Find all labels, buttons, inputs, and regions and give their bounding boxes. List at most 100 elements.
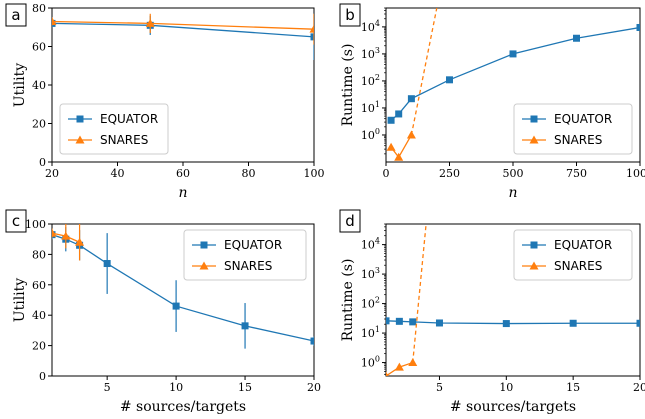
- series-line: [412, 224, 427, 363]
- data-point: [409, 318, 417, 326]
- y-tick-label: 80: [32, 248, 46, 261]
- data-point: [446, 76, 453, 84]
- y-tick-label: 103: [361, 46, 380, 61]
- data-point: [172, 302, 180, 310]
- y-tick-label: 40: [32, 309, 46, 322]
- x-axis-label: n: [508, 185, 517, 201]
- y-tick-label: 104: [361, 19, 380, 34]
- data-point: [636, 23, 640, 31]
- x-tick-label: 500: [503, 167, 524, 180]
- x-tick-label: 40: [111, 167, 125, 180]
- data-point: [435, 319, 443, 327]
- series-equator: [52, 13, 314, 60]
- legend-label-equator: EQUATOR: [554, 112, 612, 126]
- legend: EQUATOR SNARES: [183, 229, 307, 281]
- data-point: [395, 317, 403, 325]
- axes-frame: [51, 223, 315, 377]
- legend-marker: [199, 261, 209, 270]
- data-point: [61, 231, 71, 240]
- panel-letter: c: [12, 212, 20, 230]
- legend-label-equator: EQUATOR: [554, 238, 612, 252]
- y-tick-label: 40: [32, 79, 46, 92]
- data-point: [636, 319, 640, 327]
- data-point: [145, 18, 155, 27]
- data-point: [52, 228, 57, 237]
- series-snares: [52, 224, 85, 261]
- plot-area: [386, 8, 640, 161]
- data-point: [407, 95, 415, 103]
- x-tick-label: 20: [307, 381, 321, 394]
- x-tick-label: 5: [104, 381, 111, 394]
- legend-marker: [200, 241, 208, 249]
- x-tick-label: 15: [238, 381, 252, 394]
- series-line: [410, 8, 438, 136]
- y-axis-label: Runtime (s): [340, 259, 356, 342]
- x-tick-label: 10: [169, 381, 183, 394]
- x-axis-label: # sources/targets: [450, 399, 576, 415]
- y-tick-label: 103: [361, 266, 380, 281]
- x-tick-label: 100: [304, 167, 325, 180]
- legend: EQUATOR SNARES: [513, 103, 633, 155]
- x-tick-label: 0: [383, 167, 390, 180]
- y-tick-label: 102: [361, 73, 380, 88]
- legend-box: [513, 103, 633, 155]
- x-tick-label: 10: [499, 381, 513, 394]
- panel-letter-box: [339, 209, 361, 233]
- plot-area: [52, 224, 314, 349]
- y-tick-label: 20: [32, 340, 46, 353]
- legend-box: [183, 229, 307, 281]
- legend: EQUATOR SNARES: [513, 229, 633, 281]
- panel-letter-box: [5, 209, 27, 233]
- data-point: [310, 337, 314, 345]
- y-tick-label: 102: [361, 296, 380, 311]
- series-equator: [387, 23, 640, 124]
- series-equator: [386, 317, 640, 328]
- y-axis-label: Utility: [12, 278, 28, 322]
- panel-a: 20 40 60 80 100020406080nUtilityEQUATORSNARE…: [5, 2, 325, 201]
- data-point: [394, 152, 404, 161]
- y-tick-label: 0: [39, 370, 46, 383]
- series-line: [52, 22, 314, 38]
- legend-label-snares: SNARES: [100, 133, 148, 147]
- data-point: [502, 320, 510, 328]
- legend-label-snares: SNARES: [554, 259, 602, 273]
- x-tick-label: 15: [566, 381, 580, 394]
- data-point: [241, 322, 249, 330]
- legend-marker: [530, 115, 538, 123]
- plot-area: [386, 224, 640, 376]
- panel-letter-box: [339, 3, 361, 27]
- series-line: [386, 320, 640, 325]
- series-snares: [386, 130, 416, 161]
- legend-label-snares: SNARES: [224, 259, 272, 273]
- data-point: [75, 237, 85, 246]
- x-tick-label: 60: [176, 167, 190, 180]
- data-point: [103, 260, 111, 268]
- x-tick-label: 250: [439, 167, 460, 180]
- legend: EQUATOR SNARES: [59, 103, 169, 155]
- y-tick-label: 100: [25, 218, 46, 231]
- panel-c: 5 10 15 20 0 20 40 60 80 100 # sources/targets Util…: [5, 209, 321, 415]
- legend-marker: [529, 135, 539, 144]
- series-snares-extrapolation: [410, 8, 438, 136]
- y-axis-label: Utility: [12, 63, 28, 107]
- series-snares-extrapolation: [412, 224, 427, 363]
- data-point: [386, 317, 390, 325]
- x-tick-label: 80: [242, 167, 256, 180]
- data-point: [52, 16, 57, 25]
- series-snares: [52, 13, 314, 45]
- y-tick-label: 100: [361, 127, 380, 142]
- legend-marker: [76, 115, 84, 123]
- data-point: [573, 34, 580, 42]
- x-axis-label: n: [178, 185, 187, 201]
- legend-label-equator: EQUATOR: [224, 238, 282, 252]
- y-axis-label: Runtime (s): [340, 44, 356, 127]
- y-tick-label: 0: [39, 156, 46, 169]
- x-tick-label: 750: [566, 167, 587, 180]
- data-point: [569, 319, 577, 327]
- x-axis-label: # sources/targets: [120, 399, 246, 415]
- y-tick-label: 60: [32, 41, 46, 54]
- legend-marker: [75, 135, 85, 144]
